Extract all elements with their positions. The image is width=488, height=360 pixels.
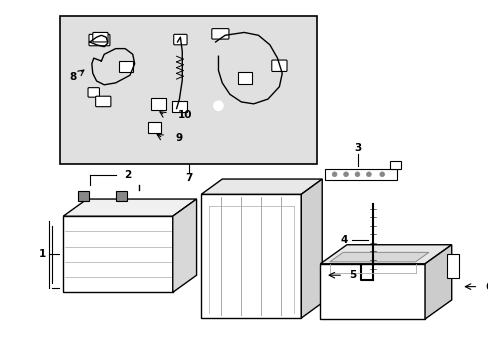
Circle shape — [354, 172, 359, 177]
Polygon shape — [325, 168, 396, 180]
Text: 7: 7 — [185, 173, 192, 183]
FancyBboxPatch shape — [211, 29, 228, 39]
Polygon shape — [301, 179, 322, 318]
Text: 3: 3 — [354, 143, 361, 153]
Text: 2: 2 — [124, 170, 131, 180]
Polygon shape — [201, 179, 322, 194]
Polygon shape — [446, 254, 458, 278]
Polygon shape — [63, 199, 196, 216]
Polygon shape — [424, 245, 451, 319]
Text: 6: 6 — [484, 282, 488, 292]
FancyBboxPatch shape — [78, 192, 89, 201]
Polygon shape — [320, 245, 451, 264]
Polygon shape — [320, 264, 424, 319]
FancyBboxPatch shape — [173, 34, 187, 45]
Text: 8: 8 — [69, 72, 76, 82]
FancyBboxPatch shape — [96, 96, 111, 107]
Text: 10: 10 — [177, 110, 192, 120]
Circle shape — [366, 172, 370, 177]
Bar — [61, 16, 317, 164]
FancyBboxPatch shape — [171, 101, 187, 112]
Text: 4: 4 — [340, 235, 347, 245]
Text: 9: 9 — [175, 133, 183, 143]
FancyBboxPatch shape — [151, 98, 166, 111]
Polygon shape — [63, 216, 172, 292]
Circle shape — [369, 288, 375, 294]
Circle shape — [134, 175, 144, 185]
Text: 1: 1 — [39, 249, 46, 259]
FancyBboxPatch shape — [115, 192, 127, 201]
FancyBboxPatch shape — [88, 87, 99, 97]
Polygon shape — [389, 161, 401, 168]
FancyBboxPatch shape — [93, 32, 108, 42]
FancyBboxPatch shape — [89, 34, 110, 46]
FancyBboxPatch shape — [238, 72, 251, 84]
Text: 5: 5 — [348, 270, 355, 280]
Circle shape — [343, 172, 348, 177]
Polygon shape — [329, 252, 428, 262]
FancyBboxPatch shape — [148, 122, 161, 133]
FancyBboxPatch shape — [119, 61, 133, 72]
Circle shape — [90, 87, 99, 97]
Circle shape — [331, 172, 336, 177]
FancyBboxPatch shape — [271, 60, 286, 72]
Polygon shape — [172, 199, 196, 292]
Polygon shape — [201, 194, 301, 318]
Circle shape — [213, 101, 223, 111]
Circle shape — [379, 172, 384, 177]
